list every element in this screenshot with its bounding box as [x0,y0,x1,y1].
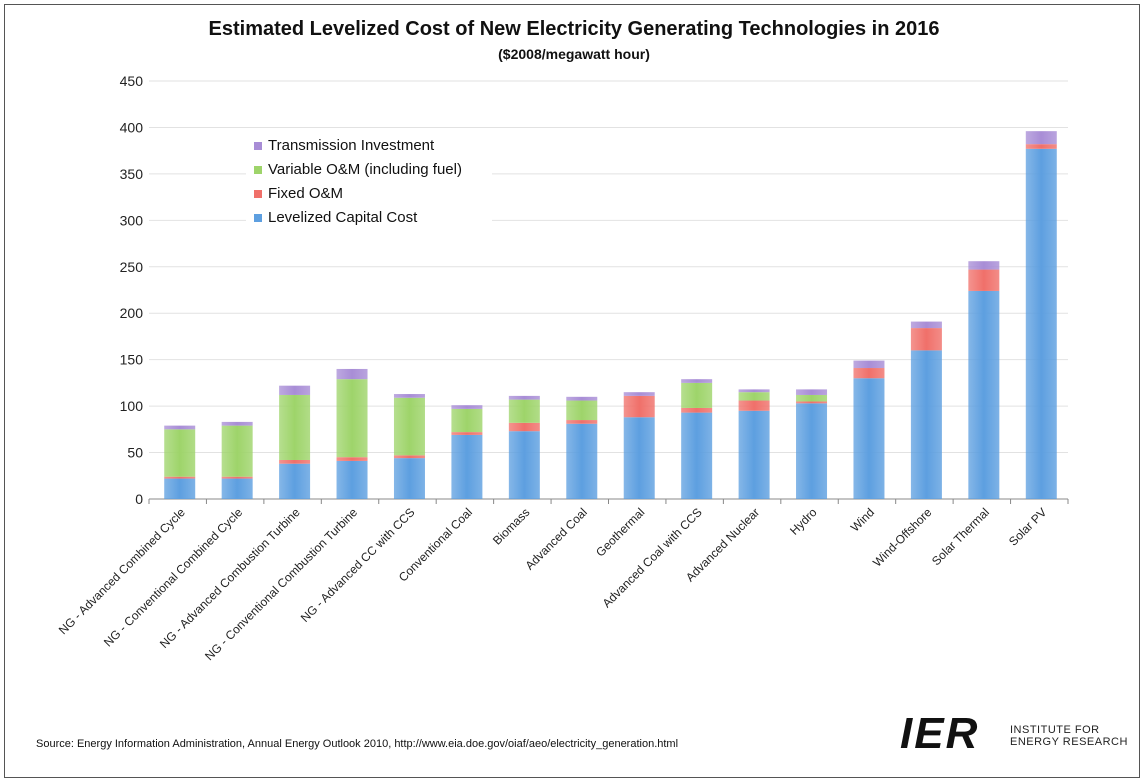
bar-segment [853,368,885,379]
bar-segment [738,392,770,401]
legend-label-variable-om: Variable O&M (including fuel) [268,161,462,178]
bar-segment [853,360,885,369]
bar-segment [910,328,942,351]
bar-segment [508,395,540,400]
y-tick-label: 50 [127,445,143,461]
bar-segment [623,392,655,396]
legend-swatch-transmission [254,142,262,150]
x-tick-label: Wind-Offshore [870,505,935,570]
bar-segment [1025,148,1057,499]
x-tick-label: Wind [848,505,877,534]
bar-segment [968,261,1000,270]
bar-segment [853,378,885,499]
legend-label-fixed-om: Fixed O&M [268,185,344,202]
bar-segment [279,394,311,460]
x-tick-label: Geothermal [593,505,647,559]
logo-line-2: ENERGY RESEARCH [1010,736,1128,748]
legend-label-transmission: Transmission Investment [268,137,435,154]
bar-segment [221,476,253,479]
bar-segment [796,401,828,404]
bar-segment [451,432,483,435]
bar-segment [566,400,598,421]
bar-segment [566,396,598,401]
bar-segment [910,350,942,499]
y-tick-label: 250 [120,259,144,275]
bar-segment [738,389,770,393]
bar-segment [164,476,196,479]
bar-segment [738,410,770,499]
y-tick-label: 100 [120,398,144,414]
bar-segment [164,429,196,477]
x-tick-label: Advanced Coal with CCS [600,505,705,610]
bar-segment [164,478,196,499]
bar-segment [336,368,368,380]
bar-segment [164,425,196,430]
legend-swatch-variable-om [254,166,262,174]
logo-text: INSTITUTE FOR ENERGY RESEARCH [1010,724,1128,748]
bar-segment [968,290,1000,499]
bar-segment [451,408,483,433]
bar-segment [681,382,713,408]
figure-frame [4,4,1140,778]
bar-segment [1025,131,1057,145]
logo-line-1: INSTITUTE FOR [1010,724,1100,736]
bar-segment [336,379,368,458]
x-tick-label: Solar Thermal [929,505,992,568]
x-tick-label: Solar PV [1006,505,1049,548]
x-tick-label: Hydro [787,505,820,538]
y-tick-label: 0 [135,491,143,507]
bar-segment [968,269,1000,291]
bar-segment [738,400,770,411]
y-tick-label: 300 [120,212,144,228]
bar-segment [393,394,425,398]
bar-segment [623,395,655,418]
bar-segment [221,421,253,426]
bar-segment [393,397,425,456]
bar-segment [681,412,713,499]
bar-segment [336,460,368,499]
ier-logo: IER INSTITUTE FOR ENERGY RESEARCH [900,712,1132,756]
bar-segment [796,394,828,402]
bar-segment [221,425,253,477]
bar-segment [566,423,598,499]
chart-title: Estimated Levelized Cost of New Electric… [208,18,940,40]
bar-segment [393,458,425,499]
legend-swatch-capital-cost [254,214,262,222]
x-tick-label: Biomass [490,505,532,547]
y-tick-label: 200 [120,305,144,321]
x-tick-label: NG - Advanced CC with CCS [298,505,418,625]
y-tick-label: 350 [120,166,144,182]
bar-segment [279,463,311,499]
bar-segment [336,457,368,461]
bar-segment [566,420,598,424]
bar-segment [508,431,540,499]
bar-segment [910,321,942,329]
bar-segment [279,385,311,395]
bar-segment [451,434,483,499]
bar-segment [623,417,655,499]
bar-segment [221,478,253,499]
y-tick-label: 150 [120,352,144,368]
bar-segment [451,405,483,409]
bar-segment [393,455,425,459]
bar-segment [681,407,713,413]
bar-segment [681,379,713,383]
source-note: Source: Energy Information Administratio… [36,738,679,750]
bar-segment [1025,144,1057,149]
bar-segment [508,422,540,432]
legend-label-capital-cost: Levelized Capital Cost [268,209,418,226]
x-tick-label: Advanced Coal [522,505,589,572]
legend-swatch-fixed-om [254,190,262,198]
bar-segment [279,459,311,464]
logo-mark: IER [900,709,980,758]
chart-subtitle: ($2008/megawatt hour) [498,46,650,62]
bar-segment [508,399,540,423]
chart-legend: Transmission Investment Variable O&M (in… [246,133,492,233]
bar-segment [796,389,828,395]
y-tick-label: 400 [120,119,144,135]
y-tick-label: 450 [120,73,144,89]
bar-segment [796,403,828,499]
